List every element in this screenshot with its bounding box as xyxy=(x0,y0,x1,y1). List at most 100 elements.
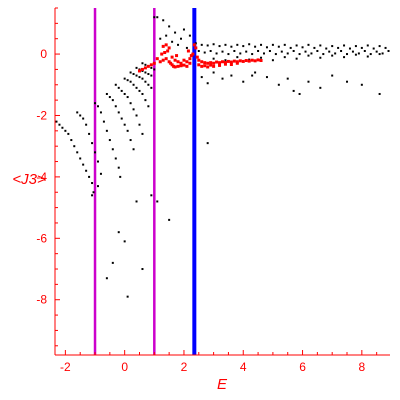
point-s0-40 xyxy=(123,123,126,126)
point-s0-104 xyxy=(171,40,174,43)
point-s0-156 xyxy=(292,49,295,52)
point-s1-41 xyxy=(238,59,242,63)
point-s1-29 xyxy=(203,61,207,65)
point-s0-112 xyxy=(224,43,227,46)
point-s0-3 xyxy=(64,129,67,132)
point-s0-24 xyxy=(94,102,97,105)
x-axis-title: E xyxy=(217,376,228,393)
point-s1-51 xyxy=(179,61,183,65)
point-s0-36 xyxy=(111,99,114,102)
point-s1-68 xyxy=(170,55,174,59)
point-s0-200 xyxy=(346,80,349,83)
point-s0-123 xyxy=(289,46,292,49)
point-s0-173 xyxy=(212,57,215,60)
point-s1-50 xyxy=(176,60,180,64)
point-s0-32 xyxy=(117,166,120,169)
point-s0-191 xyxy=(242,80,245,83)
x-tick-label-1: 0 xyxy=(121,360,128,374)
point-s0-88 xyxy=(135,200,138,203)
point-s0-95 xyxy=(156,16,159,19)
point-s0-91 xyxy=(156,200,159,203)
point-s0-2 xyxy=(61,126,64,129)
point-s0-126 xyxy=(307,43,310,46)
point-s0-7 xyxy=(76,151,79,154)
point-s0-35 xyxy=(108,96,111,99)
point-s0-177 xyxy=(260,56,263,59)
point-s0-144 xyxy=(221,50,224,53)
point-s1-49 xyxy=(173,58,177,62)
point-s1-45 xyxy=(250,58,254,62)
point-s1-42 xyxy=(241,59,245,63)
point-s0-128 xyxy=(319,44,322,47)
point-s0-68 xyxy=(144,80,147,83)
point-s0-45 xyxy=(117,86,120,89)
point-s1-28 xyxy=(200,60,204,64)
point-s0-166 xyxy=(351,50,354,53)
point-s0-176 xyxy=(248,58,251,61)
point-s0-205 xyxy=(251,74,254,77)
point-s1-5 xyxy=(152,61,156,65)
point-s0-12 xyxy=(91,182,94,185)
point-s1-7 xyxy=(158,60,162,64)
point-s0-124 xyxy=(295,44,298,47)
x-tick-label-2: 2 xyxy=(181,360,188,374)
point-s1-38 xyxy=(229,60,233,64)
point-s1-44 xyxy=(247,59,251,63)
point-s1-15 xyxy=(170,63,174,67)
point-s0-136 xyxy=(366,44,369,47)
point-s0-94 xyxy=(153,16,156,19)
point-s0-58 xyxy=(135,86,138,89)
point-s0-168 xyxy=(363,49,366,52)
point-s0-22 xyxy=(99,172,102,175)
point-s0-121 xyxy=(277,45,280,48)
point-s0-184 xyxy=(343,56,346,59)
point-s1-62 xyxy=(223,62,227,66)
point-s1-37 xyxy=(226,59,230,63)
point-s0-37 xyxy=(114,105,117,108)
point-s0-71 xyxy=(135,66,138,69)
point-s0-34 xyxy=(105,92,108,95)
point-s0-129 xyxy=(325,47,328,50)
point-s1-26 xyxy=(195,55,199,59)
axes xyxy=(54,8,390,356)
point-s1-65 xyxy=(164,43,168,47)
point-s0-185 xyxy=(354,53,357,56)
point-s0-87 xyxy=(126,295,129,298)
point-s1-61 xyxy=(218,63,222,67)
point-s0-38 xyxy=(117,111,120,114)
point-s0-189 xyxy=(221,77,224,80)
point-s0-96 xyxy=(162,19,165,22)
point-s0-192 xyxy=(254,71,257,74)
point-s1-3 xyxy=(146,64,150,68)
point-s0-5 xyxy=(70,139,73,142)
point-s0-73 xyxy=(141,69,144,72)
point-s0-188 xyxy=(212,71,215,74)
point-s1-8 xyxy=(160,52,164,56)
point-s0-196 xyxy=(298,92,301,95)
point-s0-11 xyxy=(88,175,91,178)
point-s0-65 xyxy=(135,74,138,77)
point-s0-1 xyxy=(58,123,61,126)
point-s0-179 xyxy=(283,56,286,59)
point-s1-55 xyxy=(197,63,201,67)
point-s0-75 xyxy=(147,73,150,76)
point-s0-130 xyxy=(331,45,334,48)
point-s0-137 xyxy=(372,47,375,50)
point-s0-167 xyxy=(357,52,360,55)
point-s0-25 xyxy=(96,105,99,108)
point-s0-206 xyxy=(292,89,295,92)
y-tick-label-1: -2 xyxy=(36,108,47,122)
point-s0-180 xyxy=(295,57,298,60)
point-s0-152 xyxy=(268,49,271,52)
point-s0-159 xyxy=(310,52,313,55)
point-s0-23 xyxy=(96,185,99,188)
point-s1-20 xyxy=(182,63,186,67)
point-s0-116 xyxy=(248,43,251,46)
point-s0-142 xyxy=(209,49,212,52)
point-s0-127 xyxy=(313,46,316,49)
point-s0-186 xyxy=(366,55,369,58)
point-s0-175 xyxy=(236,56,239,59)
point-s1-46 xyxy=(253,59,257,63)
point-s0-76 xyxy=(150,74,153,77)
